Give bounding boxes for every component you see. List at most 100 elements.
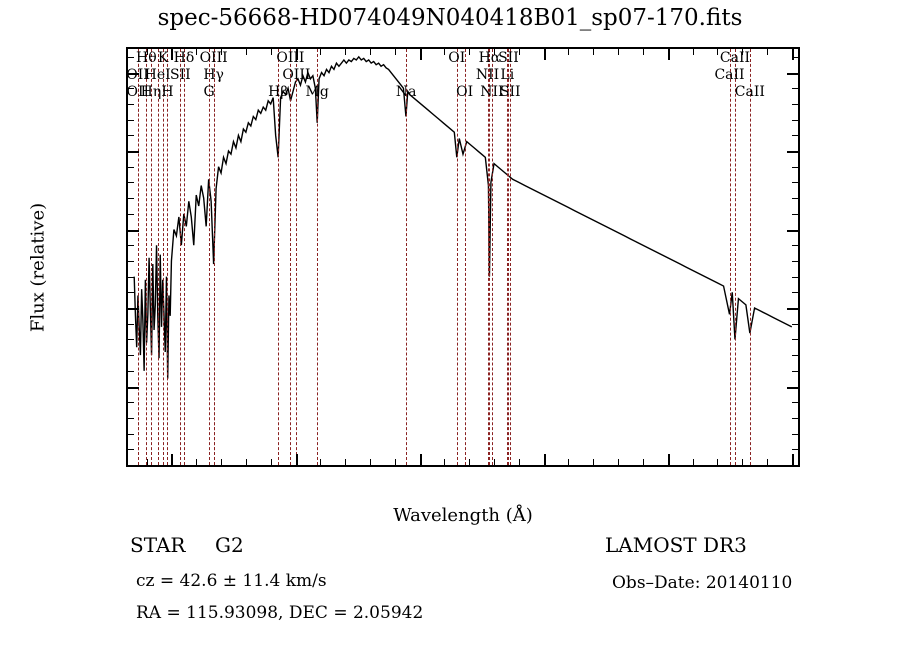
y-tick bbox=[128, 72, 139, 75]
x-tick-top bbox=[742, 49, 744, 55]
redshift-velocity-label: cz = 42.6 ± 11.4 km/s bbox=[136, 571, 327, 591]
y-tick-right bbox=[792, 245, 798, 247]
y-tick-right bbox=[792, 198, 798, 200]
x-tick bbox=[345, 459, 347, 465]
line-label-oi: OI bbox=[456, 84, 474, 100]
x-tick-top bbox=[444, 49, 446, 55]
spectral-line-h bbox=[150, 49, 152, 465]
x-tick bbox=[394, 459, 396, 465]
line-label-caii: CaII bbox=[719, 50, 751, 66]
x-tick-top bbox=[419, 49, 422, 60]
y-tick bbox=[128, 103, 134, 105]
y-tick bbox=[128, 308, 139, 311]
y-tick-right bbox=[792, 292, 798, 294]
y-axis-title: Flux (relative) bbox=[27, 202, 49, 333]
y-tick-right bbox=[792, 56, 798, 58]
y-tick-right bbox=[792, 433, 798, 435]
y-tick bbox=[128, 213, 134, 215]
x-tick-top bbox=[146, 49, 148, 55]
y-tick bbox=[128, 292, 134, 294]
x-tick bbox=[221, 459, 223, 465]
spectral-line-oi bbox=[456, 49, 458, 465]
y-tick bbox=[128, 339, 134, 341]
y-tick-right bbox=[792, 355, 798, 357]
x-tick bbox=[320, 459, 322, 465]
spectral-line-h bbox=[146, 49, 148, 465]
x-tick bbox=[295, 454, 298, 465]
x-tick bbox=[618, 459, 620, 465]
line-label-nii: NII bbox=[475, 67, 500, 83]
plot-area bbox=[128, 49, 798, 465]
x-tick-top bbox=[543, 49, 546, 60]
y-tick-right bbox=[792, 449, 798, 451]
spectral-line-hei bbox=[157, 49, 159, 465]
line-label-g: G bbox=[203, 84, 215, 100]
y-tick bbox=[128, 370, 134, 372]
y-tick-right bbox=[792, 402, 798, 404]
survey-label: LAMOST DR3 bbox=[605, 533, 747, 557]
line-label-oii: OII bbox=[126, 67, 149, 83]
line-label-sii: SII bbox=[170, 67, 191, 83]
y-tick bbox=[128, 417, 134, 419]
spectral-line-caii bbox=[734, 49, 736, 465]
spectral-line-nii bbox=[491, 49, 493, 465]
line-label-hei: HeI bbox=[144, 67, 171, 83]
spectral-line-oii bbox=[137, 49, 139, 465]
y-tick-right bbox=[792, 323, 798, 325]
spectral-line-na bbox=[406, 49, 408, 465]
x-tick-top bbox=[618, 49, 620, 55]
y-tick bbox=[128, 119, 134, 121]
line-label-na: Na bbox=[395, 84, 417, 100]
spectral-line-h bbox=[489, 49, 491, 465]
x-tick-top bbox=[518, 49, 520, 55]
line-label-h: Hη bbox=[140, 84, 162, 100]
x-tick-top bbox=[593, 49, 595, 55]
object-type-label: STAR bbox=[130, 533, 186, 557]
figure-title: spec-56668-HD074049N040418B01_sp07-170.f… bbox=[157, 5, 743, 31]
x-tick-top bbox=[717, 49, 719, 55]
y-tick bbox=[128, 135, 134, 137]
line-label-h: Hθ bbox=[136, 50, 157, 66]
y-tick-right bbox=[792, 135, 798, 137]
line-label-h: Hγ bbox=[203, 67, 224, 83]
coordinates-label: RA = 115.93098, DEC = 2.05942 bbox=[136, 603, 424, 623]
obs-date-label: Obs–Date: 20140110 bbox=[612, 573, 793, 593]
y-tick bbox=[128, 56, 134, 58]
x-tick-top bbox=[692, 49, 694, 55]
x-tick-top bbox=[369, 49, 371, 55]
spectral-line-h bbox=[213, 49, 215, 465]
y-tick-right bbox=[792, 260, 798, 262]
y-tick bbox=[128, 323, 134, 325]
y-tick-right bbox=[792, 339, 798, 341]
x-tick-top bbox=[642, 49, 644, 55]
spectral-line-mg bbox=[317, 49, 319, 465]
x-tick bbox=[518, 459, 520, 465]
line-label-caii: CaII bbox=[714, 67, 745, 83]
y-tick bbox=[128, 198, 134, 200]
plot-frame bbox=[126, 47, 800, 467]
x-tick-top bbox=[568, 49, 570, 55]
line-label-caii: CaII bbox=[734, 84, 765, 100]
y-tick bbox=[128, 151, 139, 154]
x-tick bbox=[543, 454, 546, 465]
x-axis-title: Wavelength (Å) bbox=[393, 505, 533, 526]
line-label-k: K bbox=[157, 50, 169, 66]
spectrum-curve bbox=[133, 55, 793, 379]
x-tick bbox=[444, 459, 446, 465]
line-label-nii: NII bbox=[480, 84, 504, 100]
x-tick-top bbox=[171, 49, 174, 60]
x-tick bbox=[469, 459, 471, 465]
spectral-line-oiii bbox=[290, 49, 292, 465]
y-tick bbox=[128, 386, 139, 389]
y-tick-right bbox=[792, 213, 798, 215]
line-label-oiii: OIII bbox=[199, 50, 228, 66]
y-tick bbox=[128, 449, 134, 451]
spectral-line-oi bbox=[464, 49, 466, 465]
spectral-line-oiii bbox=[296, 49, 298, 465]
y-tick bbox=[128, 166, 134, 168]
y-tick-right bbox=[787, 229, 798, 232]
y-tick bbox=[128, 402, 134, 404]
x-tick-top bbox=[345, 49, 347, 55]
x-tick bbox=[270, 459, 272, 465]
